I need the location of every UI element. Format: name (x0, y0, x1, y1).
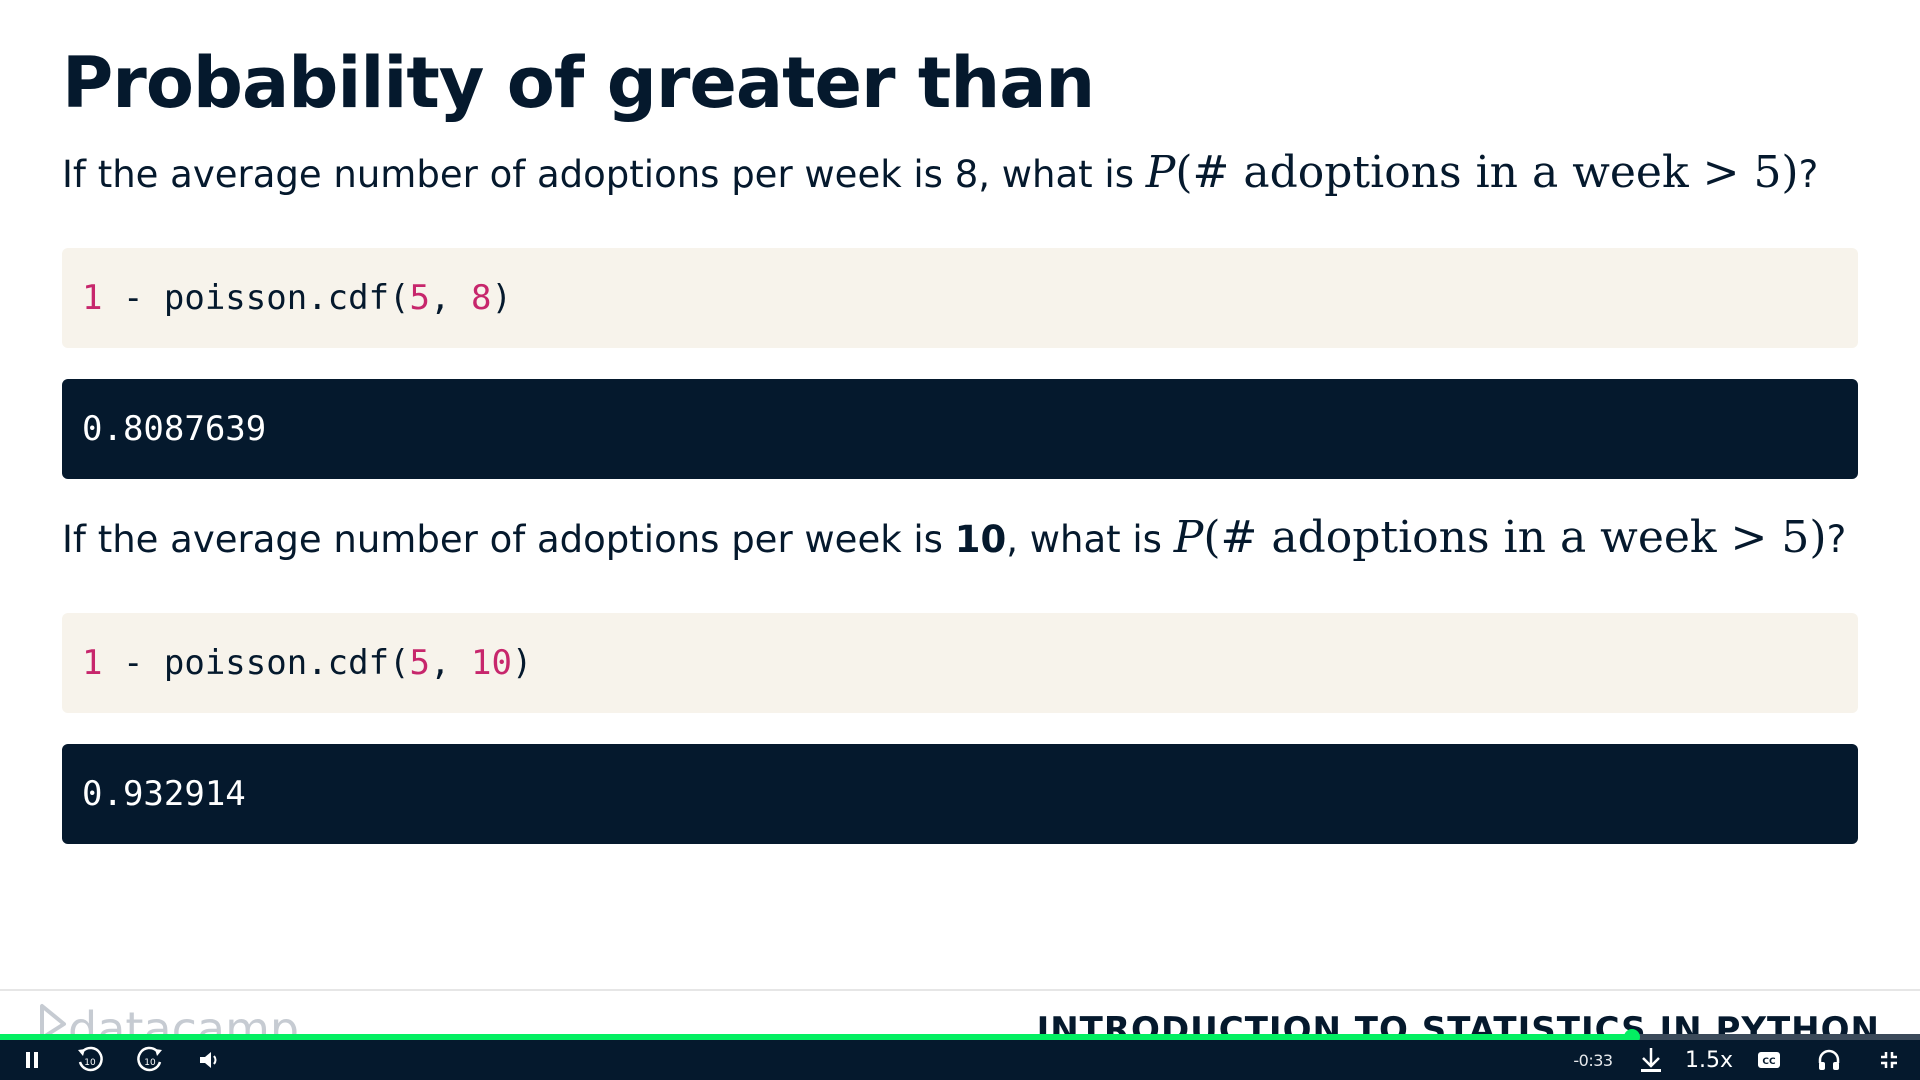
code-text: ) (511, 643, 533, 683)
rewind-10-icon: 10 (78, 1046, 103, 1072)
code-text: ) (491, 278, 512, 318)
question-1-prefix: If the average number of adoptions per w… (62, 153, 1146, 196)
forward-seconds: 10 (144, 1058, 156, 1068)
code-text: - poisson.cdf( (102, 643, 410, 683)
rewind-seconds: 10 (84, 1058, 96, 1068)
question-2-value: 10 (954, 518, 1007, 561)
player-controls: 10 10 -0:33 1.5x CC (0, 1040, 1920, 1080)
rewind-button[interactable]: 10 (72, 1040, 108, 1080)
code-text: , (430, 643, 471, 683)
exit-fullscreen-button[interactable] (1872, 1040, 1906, 1080)
code-text: , (430, 278, 471, 318)
question-2-middle: , what is (1006, 518, 1174, 561)
math-p: P (1173, 512, 1204, 563)
code-number: 10 (470, 643, 512, 683)
headphones-icon (1818, 1049, 1840, 1070)
question-2-suffix: ? (1826, 518, 1847, 561)
pause-icon (26, 1052, 38, 1068)
svg-text:CC: CC (1762, 1057, 1776, 1067)
captions-button[interactable]: CC (1752, 1040, 1786, 1080)
code-number: 1 (82, 278, 103, 318)
code-number: 5 (409, 643, 431, 683)
pause-button[interactable] (14, 1040, 50, 1080)
question-2: If the average number of adoptions per w… (62, 513, 1846, 565)
question-1-math: P(# adoptions in a week > 5) (1146, 147, 1799, 198)
playback-speed-button[interactable]: 1.5x (1684, 1047, 1733, 1073)
output-block-2[interactable]: 0.932914 (62, 744, 1858, 844)
volume-button[interactable] (192, 1040, 228, 1080)
question-2-math: P(# adoptions in a week > 5) (1174, 512, 1827, 563)
math-body: (# adoptions in a week > 5) (1203, 512, 1827, 563)
download-button[interactable] (1636, 1040, 1666, 1080)
exit-fullscreen-icon (1881, 1052, 1897, 1068)
slide-title: Probability of greater than (62, 42, 1095, 124)
code-number: 8 (470, 278, 492, 318)
code-number: 1 (82, 643, 103, 683)
question-2-prefix: If the average number of adoptions per w… (62, 518, 955, 561)
math-p: P (1145, 147, 1176, 198)
volume-icon (200, 1052, 217, 1068)
progress-fill (0, 1034, 1632, 1040)
output-block-1[interactable]: 0.8087639 (62, 379, 1858, 479)
question-1-suffix: ? (1798, 153, 1819, 196)
footer-divider (0, 989, 1920, 991)
math-body: (# adoptions in a week > 5) (1175, 147, 1799, 198)
datacamp-logo-icon (40, 1004, 66, 1040)
audio-only-button[interactable] (1812, 1040, 1846, 1080)
download-icon (1641, 1048, 1661, 1072)
captions-icon: CC (1758, 1052, 1780, 1068)
forward-button[interactable]: 10 (132, 1040, 168, 1080)
question-1: If the average number of adoptions per w… (62, 148, 1818, 200)
code-block-2[interactable]: 1 - poisson.cdf(5, 10) (62, 613, 1858, 713)
code-text: - poisson.cdf( (102, 278, 410, 318)
time-remaining: -0:33 (1573, 1050, 1613, 1070)
code-number: 5 (409, 278, 431, 318)
code-block-1[interactable]: 1 - poisson.cdf(5, 8) (62, 248, 1858, 348)
forward-10-icon: 10 (137, 1046, 162, 1072)
